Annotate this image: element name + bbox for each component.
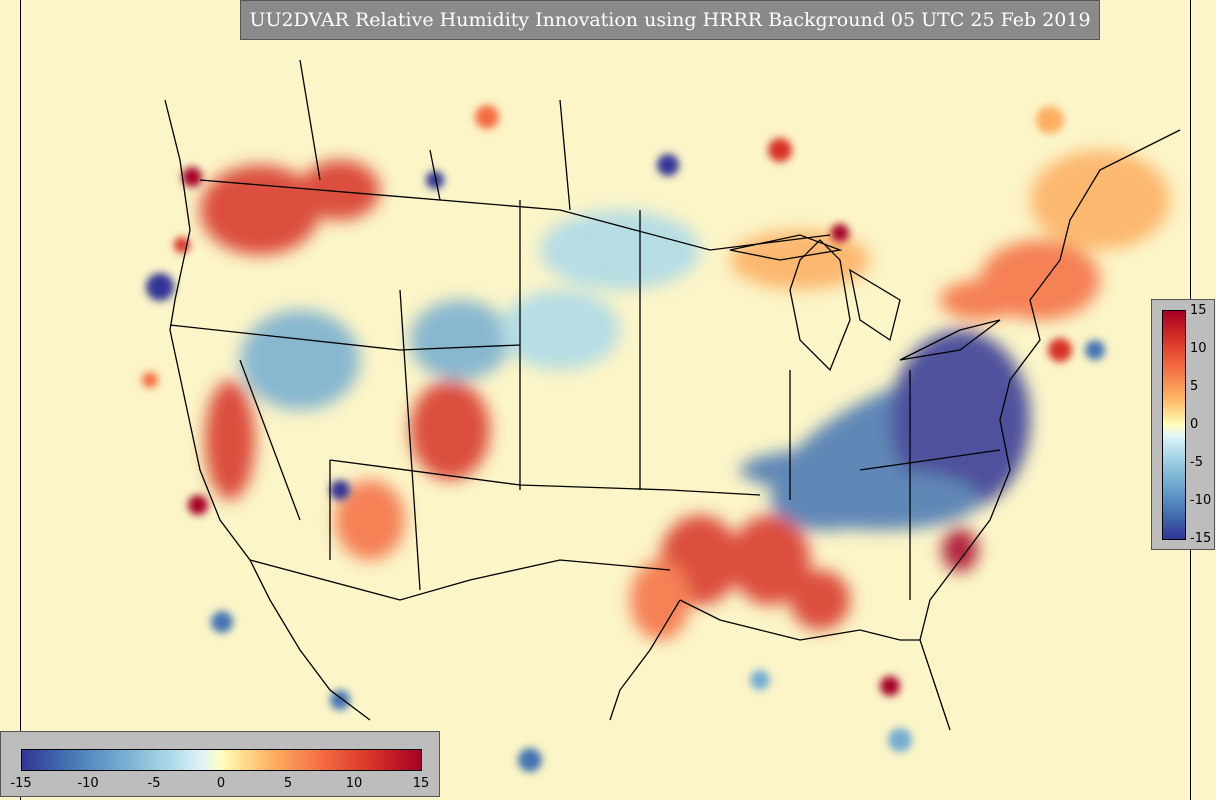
map-title: UU2DVAR Relative Humidity Innovation usi…	[249, 9, 1091, 31]
horizontal-colorbar-tick: 5	[283, 776, 293, 791]
vertical-colorbar-tick: 0	[1190, 417, 1199, 432]
vertical-colorbar-tick: -15	[1190, 531, 1212, 546]
vertical-colorbar-tick: 5	[1190, 379, 1199, 394]
vertical-colorbar: 15 10 5 0 -5 -10 -15	[1151, 299, 1215, 550]
horizontal-colorbar-tick: 15	[412, 776, 430, 791]
horizontal-colorbar-tick: -5	[147, 776, 161, 791]
vertical-colorbar-tick: 10	[1190, 341, 1207, 356]
horizontal-colorbar-gradient	[21, 749, 422, 771]
horizontal-colorbar-tick: 0	[216, 776, 226, 791]
horizontal-colorbar-tick: 10	[345, 776, 363, 791]
horizontal-colorbar-tick: -15	[10, 776, 32, 791]
horizontal-colorbar-tick: -10	[77, 776, 99, 791]
map-frame-left	[20, 0, 21, 800]
title-banner: UU2DVAR Relative Humidity Innovation usi…	[240, 0, 1100, 40]
vertical-colorbar-tick: -5	[1190, 455, 1203, 470]
horizontal-colorbar: -15 -10 -5 0 5 10 15	[0, 731, 440, 797]
vertical-colorbar-tick: -10	[1190, 493, 1212, 508]
vertical-colorbar-tick: 15	[1190, 303, 1207, 318]
vertical-colorbar-gradient	[1162, 310, 1186, 540]
